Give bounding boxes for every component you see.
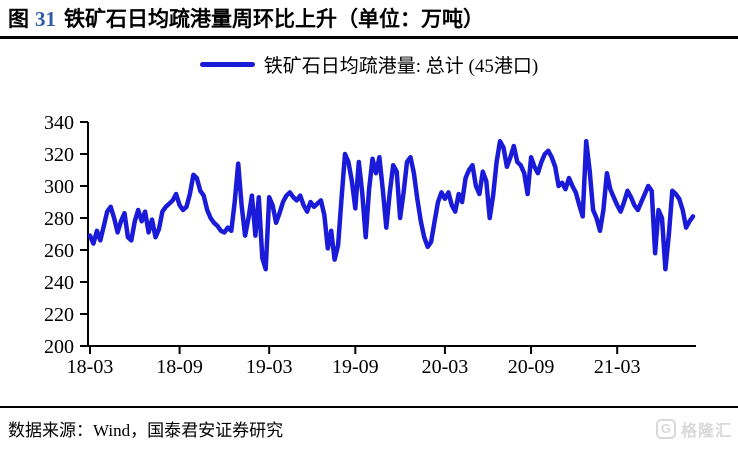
y-axis-tick-label: 340: [44, 112, 74, 134]
footer-divider: [0, 406, 738, 409]
data-source-text: 数据来源：Wind，国泰君安证券研究: [8, 421, 284, 441]
footer: 数据来源：Wind，国泰君安证券研究 G 格隆汇: [0, 408, 738, 441]
legend-label: 铁矿石日均疏港量: 总计 (45港口): [263, 55, 539, 77]
gelonghui-logo-text: 格隆汇: [680, 422, 732, 440]
figure-title: 图 31 铁矿石日均疏港量周环比上升（单位：万吨）: [0, 0, 738, 36]
x-axis-tick-label: 18-09: [156, 356, 203, 378]
figure-number: 31: [35, 7, 56, 31]
x-axis-tick-label: 20-09: [508, 356, 555, 378]
gelonghui-watermark: G 格隆汇: [655, 417, 732, 441]
x-axis-tick-label: 20-03: [422, 356, 469, 378]
x-axis-tick-label: 18-03: [67, 356, 114, 378]
chart-legend: 铁矿石日均疏港量: 总计 (45港口): [0, 39, 738, 89]
y-axis-tick-label: 300: [44, 176, 74, 198]
title-divider: [0, 36, 738, 40]
series-line: [87, 139, 696, 272]
figure-panel: 图 31 铁矿石日均疏港量周环比上升（单位：万吨） 铁矿石日均疏港量: 总计 (45…: [0, 0, 738, 441]
x-axis-tick-label: 19-03: [246, 356, 293, 378]
y-axis-tick-label: 280: [44, 208, 74, 230]
x-axis-tick-label: 21-03: [594, 356, 641, 378]
figure-title-text: 铁矿石日均疏港量周环比上升（单位：万吨）: [64, 7, 484, 31]
y-axis-tick-label: 220: [44, 304, 74, 326]
figure-label: 图: [8, 7, 29, 31]
gelonghui-logo-icon: G: [655, 418, 676, 439]
y-axis-tick-label: 260: [44, 240, 74, 262]
y-axis-tick-label: 240: [44, 272, 74, 294]
y-axis-tick-label: 200: [44, 336, 74, 358]
legend-line-marker-icon: [199, 61, 255, 67]
line-chart: 200 220 240 260 280 300 320 340 18-03 18-09 19-03 1…: [44, 112, 696, 378]
y-axis-tick-label: 320: [44, 144, 74, 166]
x-axis-tick-label: 19-09: [332, 356, 379, 378]
